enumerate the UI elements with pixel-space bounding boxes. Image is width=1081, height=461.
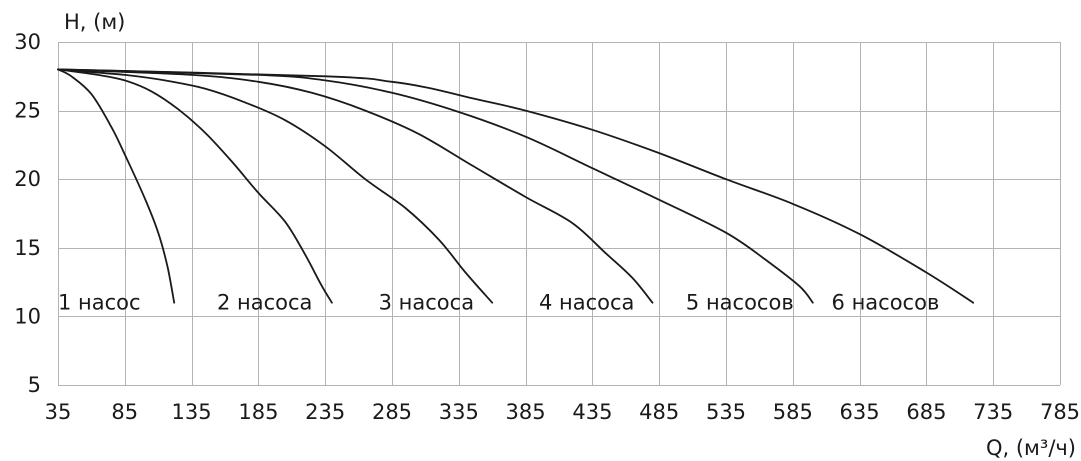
x-tick-label-8: 435 [572,400,612,424]
y-tick-label-5: 30 [14,30,41,54]
x-tick-label-9: 485 [639,400,679,424]
curve-series-3 [57,68,494,304]
y-tick-label-0: 5 [28,373,41,397]
series-label-5: 5 насосов [686,291,794,315]
x-tick-label-10: 535 [706,400,746,424]
x-tick-label-6: 335 [439,400,479,424]
y-tick-labels: 5 10 15 20 25 30 [14,30,41,397]
y-axis-label: H, (м) [64,10,125,34]
series-label-2: 2 насоса [217,291,312,315]
series-label-6: 6 насосов [832,291,940,315]
x-tick-label-11: 585 [773,400,813,424]
series-labels: 1 насос 2 насоса 3 насоса 4 насоса 5 насосов… [58,291,939,315]
series-label-3: 3 насоса [379,291,474,315]
x-tick-label-3: 185 [238,400,278,424]
grid [58,42,1061,386]
x-tick-label-14: 735 [973,400,1013,424]
y-tick-label-3: 20 [14,167,41,191]
series-label-1: 1 насос [58,291,141,315]
series-label-4: 4 насоса [539,291,634,315]
x-tick-label-4: 235 [305,400,345,424]
curve-series-2 [57,68,333,304]
y-tick-label-1: 10 [14,304,41,328]
x-tick-label-12: 635 [840,400,880,424]
x-tick-label-0: 35 [45,400,72,424]
x-tick-label-15: 785 [1040,400,1080,424]
y-tick-label-4: 25 [14,99,41,123]
x-tick-labels: 35 85 135 185 235 285 335 385 435 485 535 585 635 685… [45,400,1080,424]
x-tick-label-2: 135 [172,400,212,424]
curve-series-1 [57,68,176,304]
x-tick-label-5: 285 [372,400,412,424]
y-tick-label-2: 15 [14,236,41,260]
curve-series-5 [57,68,814,304]
curve-series-4 [57,68,654,304]
pump-curves [57,68,975,304]
x-tick-label-1: 85 [111,400,138,424]
x-axis-label: Q, (м³/ч) [986,436,1076,460]
x-tick-label-13: 685 [906,400,946,424]
x-tick-label-7: 385 [506,400,546,424]
curve-series-6 [57,68,975,304]
